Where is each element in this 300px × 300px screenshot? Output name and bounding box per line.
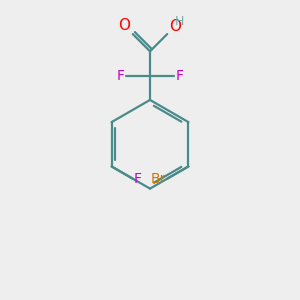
Text: F: F [134, 172, 142, 186]
Text: Br: Br [150, 172, 166, 186]
Text: F: F [116, 69, 124, 82]
Text: O: O [118, 18, 130, 33]
Text: F: F [176, 69, 184, 82]
Text: O: O [169, 19, 181, 34]
Text: H: H [175, 15, 184, 28]
